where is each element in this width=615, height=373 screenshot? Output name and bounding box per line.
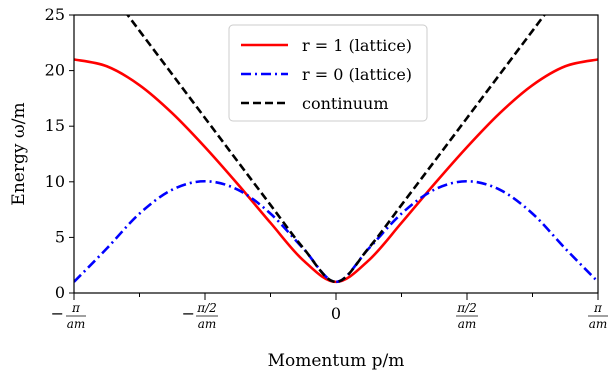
legend-label-1: r = 0 (lattice): [302, 65, 412, 84]
y-tick-label: 15: [45, 116, 65, 135]
y-tick-label: 25: [45, 5, 65, 24]
svg-text:am: am: [458, 317, 477, 331]
svg-text:am: am: [589, 317, 608, 331]
series-line-0: [74, 58, 598, 284]
series-line-1: [74, 179, 598, 284]
legend-label-0: r = 1 (lattice): [302, 36, 412, 55]
series-line-2: [126, 15, 546, 284]
x-tick-label: 0: [331, 304, 341, 323]
legend-box: [228, 24, 428, 122]
y-axis-label: Energy ω/m: [9, 102, 29, 205]
y-tick-label: 10: [45, 172, 65, 191]
x-tick-label: π/2 am: [456, 301, 479, 331]
legend-label-2: continuum: [302, 94, 389, 113]
svg-text:π: π: [71, 301, 81, 315]
svg-text:0: 0: [331, 304, 341, 323]
x-axis-label: Momentum p/m: [268, 351, 405, 371]
x-tick-label: − π/2 am: [182, 301, 218, 331]
svg-text:π/2: π/2: [456, 301, 477, 315]
x-tick-label: π am: [588, 301, 608, 331]
x-tick-label: − π am: [51, 301, 86, 331]
y-tick-label: 0: [55, 283, 65, 302]
svg-text:am: am: [67, 317, 86, 331]
svg-text:π: π: [593, 301, 603, 315]
y-tick-label: 20: [45, 61, 65, 80]
svg-text:−: −: [182, 304, 195, 323]
svg-text:am: am: [198, 317, 217, 331]
y-tick-label: 5: [55, 227, 65, 246]
svg-text:π/2: π/2: [196, 301, 217, 315]
svg-text:−: −: [51, 304, 64, 323]
